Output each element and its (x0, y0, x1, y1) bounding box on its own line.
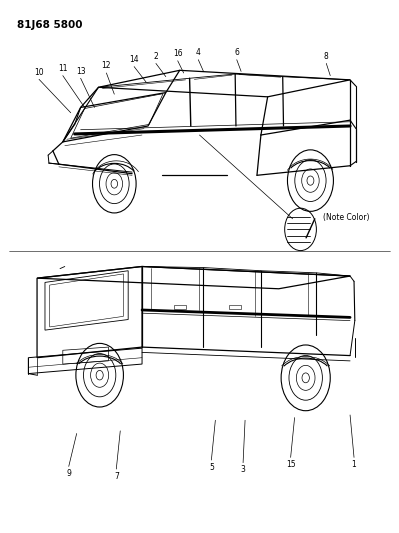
Text: 81J68 5800: 81J68 5800 (17, 20, 83, 30)
Text: 8: 8 (324, 52, 329, 61)
Text: 11: 11 (58, 64, 67, 73)
Text: 14: 14 (129, 55, 139, 64)
Text: 10: 10 (34, 68, 44, 77)
Text: 13: 13 (76, 67, 85, 76)
Text: 1: 1 (352, 460, 356, 469)
Text: 3: 3 (241, 465, 245, 474)
Text: 2: 2 (154, 52, 158, 61)
Text: 5: 5 (209, 463, 214, 472)
Text: 4: 4 (196, 48, 201, 57)
Text: 16: 16 (173, 49, 182, 58)
Text: 12: 12 (102, 61, 111, 70)
Text: 6: 6 (234, 48, 239, 57)
Text: 7: 7 (114, 472, 119, 481)
Text: 9: 9 (66, 469, 71, 478)
Text: 15: 15 (286, 460, 295, 469)
Text: (Note Color): (Note Color) (323, 213, 369, 222)
